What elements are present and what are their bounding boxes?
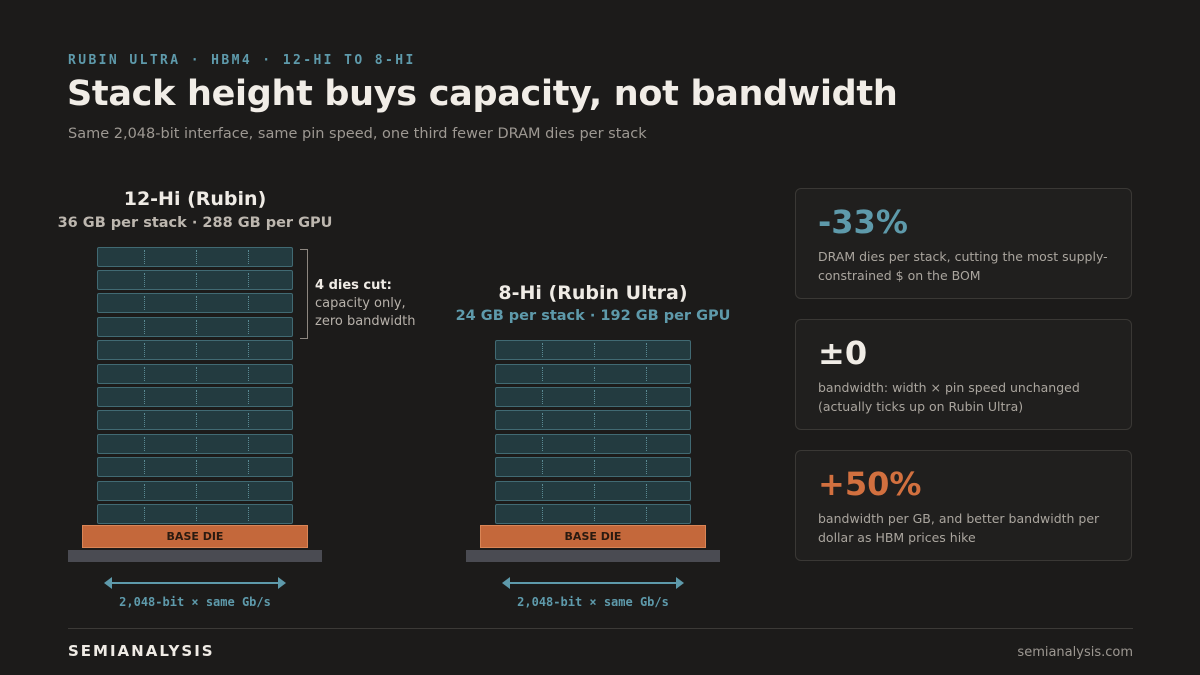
page-title: Stack height buys capacity, not bandwidt… bbox=[67, 74, 898, 114]
page-subtitle: Same 2,048-bit interface, same pin speed… bbox=[68, 126, 647, 142]
stack-8hi-dram-die bbox=[495, 480, 691, 501]
stat-value-dies: -33% bbox=[818, 203, 908, 241]
stack-12hi-dram-die bbox=[97, 387, 293, 407]
stack-12hi-dram-die bbox=[97, 504, 293, 524]
stack-8hi-dram-die bbox=[495, 340, 691, 361]
stat-value-bw-per-gb: +50% bbox=[818, 465, 922, 503]
stat-value-bandwidth: ±0 bbox=[818, 334, 868, 372]
interface-label-12hi: 2,048-bit × same Gb/s bbox=[119, 595, 271, 609]
substrate-8hi bbox=[466, 550, 720, 562]
cut-note-line1: capacity only, bbox=[315, 296, 406, 311]
interface-label-8hi: 2,048-bit × same Gb/s bbox=[517, 595, 669, 609]
stack-12hi-capacity: 36 GB per stack · 288 GB per GPU bbox=[57, 215, 333, 231]
stack-12hi-dram-die bbox=[97, 363, 293, 384]
stat-card-bw-per-gb: +50% bandwidth per GB, and better bandwi… bbox=[795, 450, 1132, 561]
substrate-12hi bbox=[68, 550, 322, 562]
brand-logo: SEMIANALYSIS bbox=[68, 642, 215, 660]
stat-card-dies: -33% DRAM dies per stack, cutting the mo… bbox=[795, 188, 1132, 299]
base-die-12hi: BASE DIE bbox=[82, 525, 308, 548]
site-link[interactable]: semianalysis.com bbox=[1017, 645, 1133, 660]
stack-8hi-dram-die bbox=[495, 457, 691, 478]
stat-card-bandwidth: ±0 bandwidth: width × pin speed unchange… bbox=[795, 319, 1132, 430]
stack-8hi-dram-die bbox=[495, 363, 691, 384]
cut-note-title: 4 dies cut: bbox=[315, 278, 392, 293]
cut-note-line2: zero bandwidth bbox=[315, 314, 416, 329]
stack-12hi-dram-die bbox=[97, 410, 293, 431]
stack-12hi-dram-die bbox=[97, 433, 293, 454]
stack-12hi-dram-die bbox=[97, 457, 293, 478]
stack-12hi-heading: 12-Hi (Rubin) bbox=[123, 188, 267, 210]
cut-note: 4 dies cut: capacity only, zero bandwidt… bbox=[315, 277, 455, 331]
kicker: RUBIN ULTRA · HBM4 · 12-HI TO 8-HI bbox=[68, 53, 416, 68]
stack-12hi-dram-die bbox=[97, 270, 293, 290]
footer-divider bbox=[68, 628, 1133, 629]
cut-bracket bbox=[300, 249, 308, 339]
stack-12hi-dram-die bbox=[97, 480, 293, 501]
stack-12hi-dram-die bbox=[97, 316, 293, 337]
stat-desc-dies: DRAM dies per stack, cutting the most su… bbox=[818, 249, 1108, 283]
stack-12hi-dram-die bbox=[97, 246, 293, 267]
stack-12hi-dram-die bbox=[97, 340, 293, 361]
stack-8hi-dram-die bbox=[495, 387, 691, 407]
stack-8hi-dram-die bbox=[495, 504, 691, 524]
base-die-8hi: BASE DIE bbox=[480, 525, 706, 548]
stat-desc-bandwidth: bandwidth: width × pin speed unchanged (… bbox=[818, 380, 1080, 414]
stack-8hi-dram-die bbox=[495, 433, 691, 454]
interface-arrow-12hi bbox=[104, 577, 286, 589]
stack-8hi-dram-die bbox=[495, 410, 691, 431]
stat-desc-bw-per-gb: bandwidth per GB, and better bandwidth p… bbox=[818, 511, 1100, 545]
stack-12hi-dram-die bbox=[97, 293, 293, 314]
stack-8hi-capacity: 24 GB per stack · 192 GB per GPU bbox=[455, 308, 731, 324]
interface-arrow-8hi bbox=[502, 577, 684, 589]
stack-8hi-heading: 8-Hi (Rubin Ultra) bbox=[498, 282, 688, 304]
